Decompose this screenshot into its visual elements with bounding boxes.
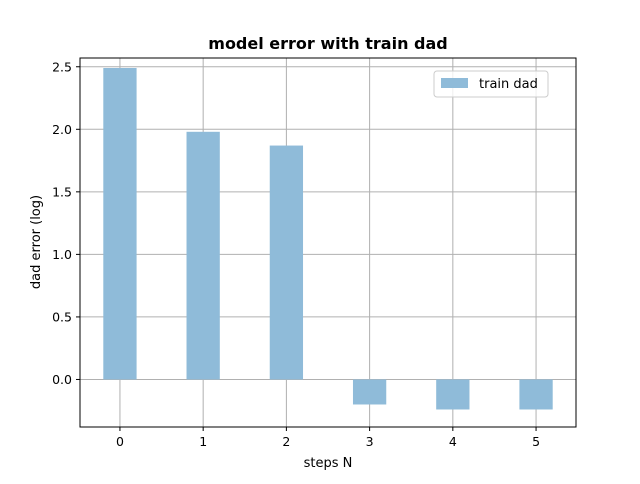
- y-tick-label: 0.0: [52, 372, 72, 387]
- chart-title: model error with train dad: [208, 34, 447, 53]
- x-tick-label: 0: [116, 434, 124, 449]
- y-tick-label: 0.5: [52, 309, 72, 324]
- bar-5: [519, 379, 553, 410]
- y-axis-label: dad error (log): [29, 195, 44, 289]
- x-tick-label: 5: [532, 434, 540, 449]
- y-tick-label: 2.0: [52, 122, 72, 137]
- bars: [103, 68, 553, 410]
- legend: train dad: [433, 70, 549, 98]
- x-axis-ticks: 0 1 2 3 4 5: [116, 427, 540, 449]
- y-tick-label: 2.5: [52, 59, 72, 74]
- x-tick-label: 3: [366, 434, 374, 449]
- x-tick-label: 1: [199, 434, 207, 449]
- bar-0: [103, 68, 137, 380]
- x-tick-label: 2: [282, 434, 290, 449]
- bar-1: [186, 131, 220, 380]
- plot-frame: [79, 57, 577, 428]
- y-tick-label: 1.5: [52, 184, 72, 199]
- y-tick-label: 1.0: [52, 247, 72, 262]
- bar-4: [436, 379, 470, 410]
- x-tick-label: 4: [449, 434, 457, 449]
- legend-swatch: [441, 78, 468, 88]
- bar-3: [352, 379, 387, 405]
- x-axis-label: steps N: [304, 456, 353, 471]
- bar-2: [269, 145, 304, 380]
- legend-box: [433, 70, 549, 98]
- y-axis-ticks: 0.0 0.5 1.0 1.5 2.0 2.5: [52, 59, 80, 387]
- legend-label: train dad: [479, 77, 538, 92]
